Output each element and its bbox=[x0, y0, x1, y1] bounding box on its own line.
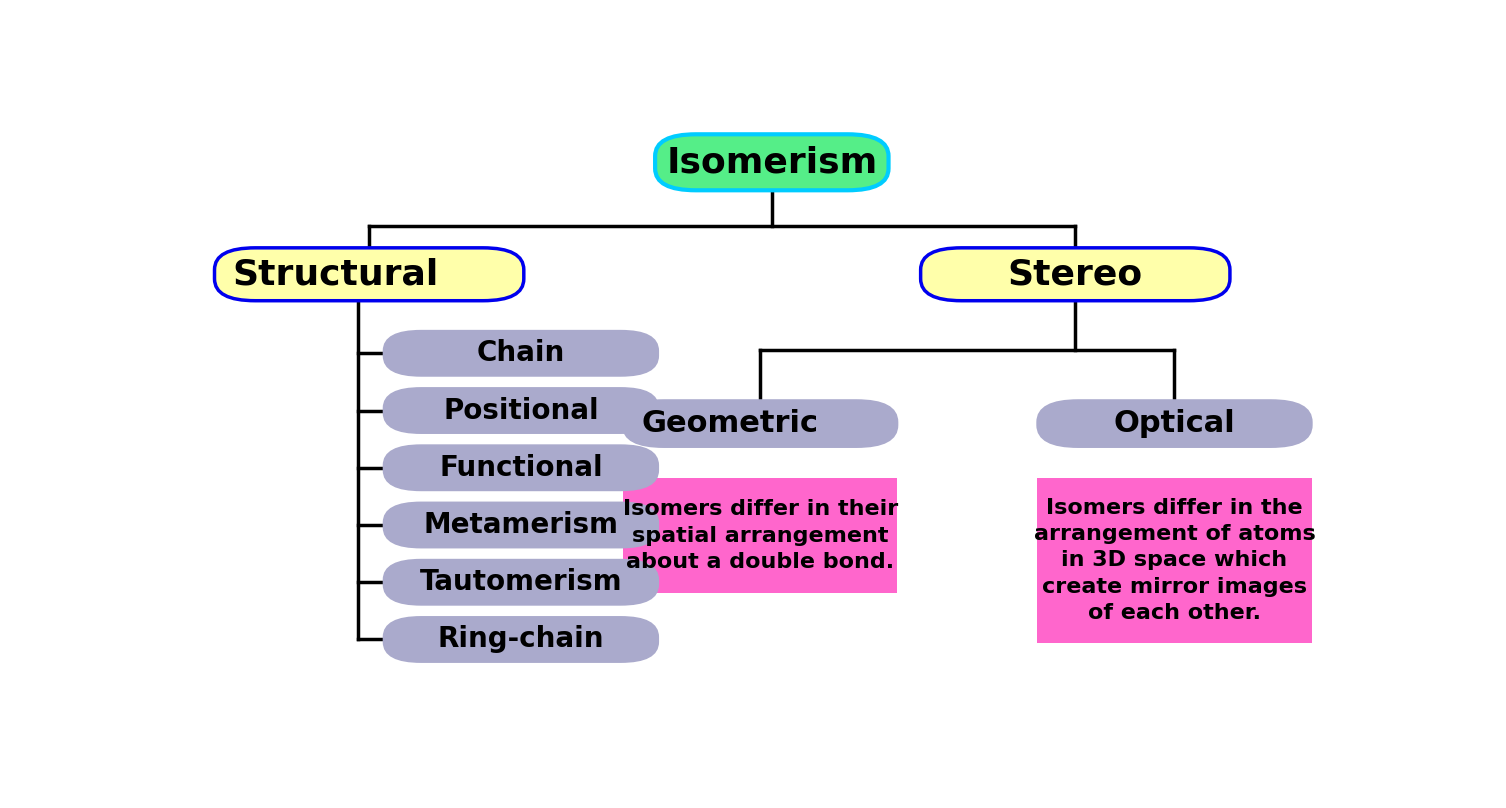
FancyBboxPatch shape bbox=[384, 617, 658, 662]
FancyBboxPatch shape bbox=[1038, 400, 1312, 447]
FancyBboxPatch shape bbox=[384, 503, 658, 547]
Text: Isomerism: Isomerism bbox=[666, 145, 878, 179]
FancyBboxPatch shape bbox=[384, 560, 658, 604]
Text: Metamerism: Metamerism bbox=[423, 511, 619, 539]
Text: Isomers differ in their
spatial arrangement
about a double bond.: Isomers differ in their spatial arrangem… bbox=[622, 499, 898, 572]
Text: Geometric: Geometric bbox=[642, 409, 818, 438]
FancyBboxPatch shape bbox=[623, 478, 898, 593]
Text: Tautomerism: Tautomerism bbox=[420, 568, 622, 596]
FancyBboxPatch shape bbox=[920, 248, 1230, 301]
Text: Positional: Positional bbox=[443, 397, 599, 424]
Text: Optical: Optical bbox=[1113, 409, 1235, 438]
Text: Functional: Functional bbox=[440, 454, 602, 482]
Text: Structural: Structural bbox=[232, 257, 438, 291]
Text: Chain: Chain bbox=[477, 339, 565, 368]
FancyBboxPatch shape bbox=[1038, 478, 1312, 643]
FancyBboxPatch shape bbox=[384, 388, 658, 433]
Text: Ring-chain: Ring-chain bbox=[438, 625, 604, 654]
Text: Stereo: Stereo bbox=[1008, 257, 1143, 291]
Text: Isomers differ in the
arrangement of atoms
in 3D space which
create mirror image: Isomers differ in the arrangement of ato… bbox=[1033, 498, 1315, 623]
FancyBboxPatch shape bbox=[214, 248, 524, 301]
FancyBboxPatch shape bbox=[384, 331, 658, 376]
FancyBboxPatch shape bbox=[655, 134, 889, 190]
FancyBboxPatch shape bbox=[384, 445, 658, 490]
FancyBboxPatch shape bbox=[623, 400, 898, 447]
